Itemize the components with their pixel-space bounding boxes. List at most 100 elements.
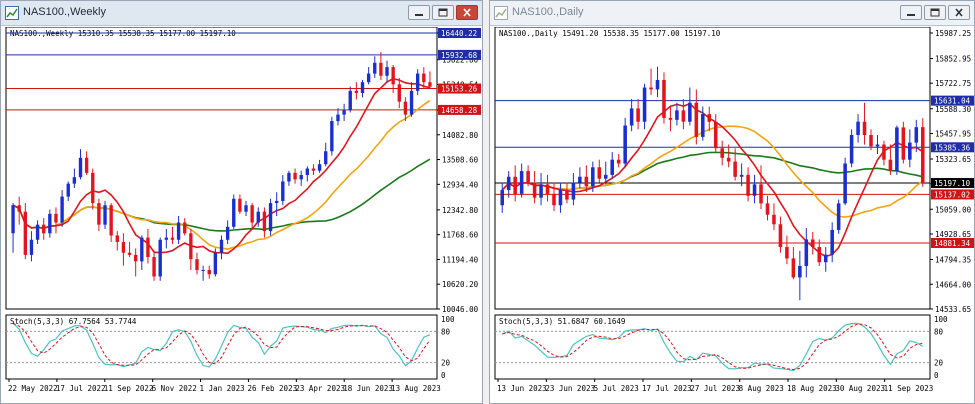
candle-body [746, 174, 750, 196]
time-tick-label: 1 Jan 2023 [200, 384, 245, 393]
candle-body [629, 108, 634, 126]
weekly-window-titlebar[interactable]: NAS100.,Weekly [1, 1, 482, 26]
candle-body [823, 254, 828, 263]
level-price-tag [438, 49, 481, 60]
candle-body [843, 163, 847, 204]
restore-button[interactable] [924, 5, 946, 20]
candle-body [655, 79, 660, 90]
stochastic-label: Stoch(5,3,3) 51.6847 60.1649 [499, 317, 625, 326]
price-tick-label: 15822.80 [442, 56, 479, 65]
time-tick-label: 26 Feb 2023 [247, 384, 297, 393]
candle-body [158, 239, 162, 277]
stochastic-level-label: 80 [441, 327, 451, 336]
weekly-chart-window[interactable]: NAS100.,Weekly NAS100.,Weekly 15310.35 1… [0, 0, 483, 404]
candle-body [127, 252, 132, 255]
level-price-tag-label: 15137.02 [934, 190, 970, 199]
candle-body [707, 114, 712, 122]
time-tick-label: 6 Nov 2022 [152, 384, 197, 393]
minimize-icon [907, 14, 915, 16]
candle-body [379, 62, 383, 76]
candle-body [11, 205, 15, 234]
restore-icon [930, 8, 940, 17]
daily-window-titlebar[interactable]: NAS100.,Daily [490, 1, 974, 26]
chart-window-icon [5, 6, 19, 20]
candle-body [23, 211, 28, 255]
candle-body [403, 101, 408, 115]
candle-body [366, 73, 371, 83]
candle-body [262, 211, 267, 232]
candle-body [772, 214, 776, 225]
window-title: NAS100.,Daily [512, 6, 584, 18]
candle-body [391, 67, 395, 85]
level-price-tag [931, 95, 974, 106]
candle-body [506, 176, 511, 191]
minimize-button[interactable] [408, 5, 430, 20]
price-tick-label: 15987.25 [935, 29, 971, 38]
candle-body [287, 172, 291, 182]
candle-body [103, 205, 107, 225]
candle-body [176, 222, 181, 240]
candle-body [862, 121, 867, 136]
stochastic-level-label: 100 [934, 315, 948, 324]
daily-chart[interactable]: NAS100.,Daily 15491.20 15538.35 15177.00… [492, 27, 974, 402]
candle-body [901, 127, 906, 160]
price-tick-label: 11194.40 [442, 255, 479, 264]
candle-body [213, 252, 218, 275]
candle-body [281, 181, 285, 201]
time-tick-label: 17 Jul 2023 [642, 384, 692, 393]
level-price-tag-label: 15932.68 [441, 51, 478, 60]
daily-chart-window[interactable]: NAS100.,Daily NAS100.,Daily 15491.20 155… [489, 0, 975, 404]
candle-body [133, 254, 138, 262]
weekly-chart[interactable]: NAS100.,Weekly 15310.35 15538.35 15177.0… [3, 27, 481, 402]
candle-body [317, 164, 322, 171]
time-tick-label: 30 Aug 2023 [835, 384, 885, 393]
restore-button[interactable] [432, 5, 454, 20]
price-axis: 15987.25 15852.95 15722.75 15588.30 15457.95… [930, 29, 974, 314]
candle-body [422, 73, 426, 83]
level-price-tag-label: 15197.10 [934, 179, 971, 188]
candle-body [701, 114, 705, 137]
candle-body [804, 239, 809, 267]
candle-body [397, 84, 401, 102]
price-tick-label: 15457.95 [935, 130, 971, 139]
candle-body [752, 184, 757, 196]
candle-body [830, 229, 834, 255]
close-icon [463, 8, 471, 17]
level-price-tag [931, 237, 974, 248]
level-price-tag [438, 28, 481, 38]
candle-body [785, 247, 789, 259]
candle-body [558, 190, 563, 206]
candle-body [920, 127, 925, 184]
candle-body [578, 176, 582, 183]
candle-body [765, 203, 770, 215]
candle-body [360, 82, 365, 94]
candle-body [330, 121, 334, 152]
candle-body [688, 102, 692, 122]
candle-body [293, 172, 297, 180]
close-button[interactable] [456, 5, 478, 20]
minimize-button[interactable] [900, 5, 922, 20]
candle-body [895, 127, 899, 172]
level-price-tag [931, 178, 974, 189]
candle-body [189, 233, 193, 260]
candle-body [526, 171, 530, 183]
candle-body [798, 266, 802, 278]
price-tick-label: 14664.00 [935, 280, 972, 289]
candle-body [250, 205, 254, 223]
price-tick-label: 15059.00 [935, 205, 972, 214]
level-price-tag-label: 15153.26 [441, 85, 478, 94]
price-tick-label: 14533.65 [935, 305, 971, 314]
candle-body [170, 237, 175, 240]
close-icon [955, 8, 963, 17]
candle-body [914, 127, 919, 143]
candle-body [817, 247, 822, 263]
time-tick-label: 23 Apr 2023 [295, 384, 345, 393]
candle-body [739, 174, 744, 177]
stochastic-label: Stoch(5,3,3) 67.7564 53.7744 [10, 317, 137, 326]
price-tick-label: 12342.80 [442, 206, 479, 215]
close-button[interactable] [948, 5, 970, 20]
candle-body [274, 200, 279, 204]
chart-window-icon [494, 6, 508, 20]
stochastic-level-label: 0 [441, 371, 446, 380]
price-tick-label: 15852.95 [935, 55, 971, 64]
